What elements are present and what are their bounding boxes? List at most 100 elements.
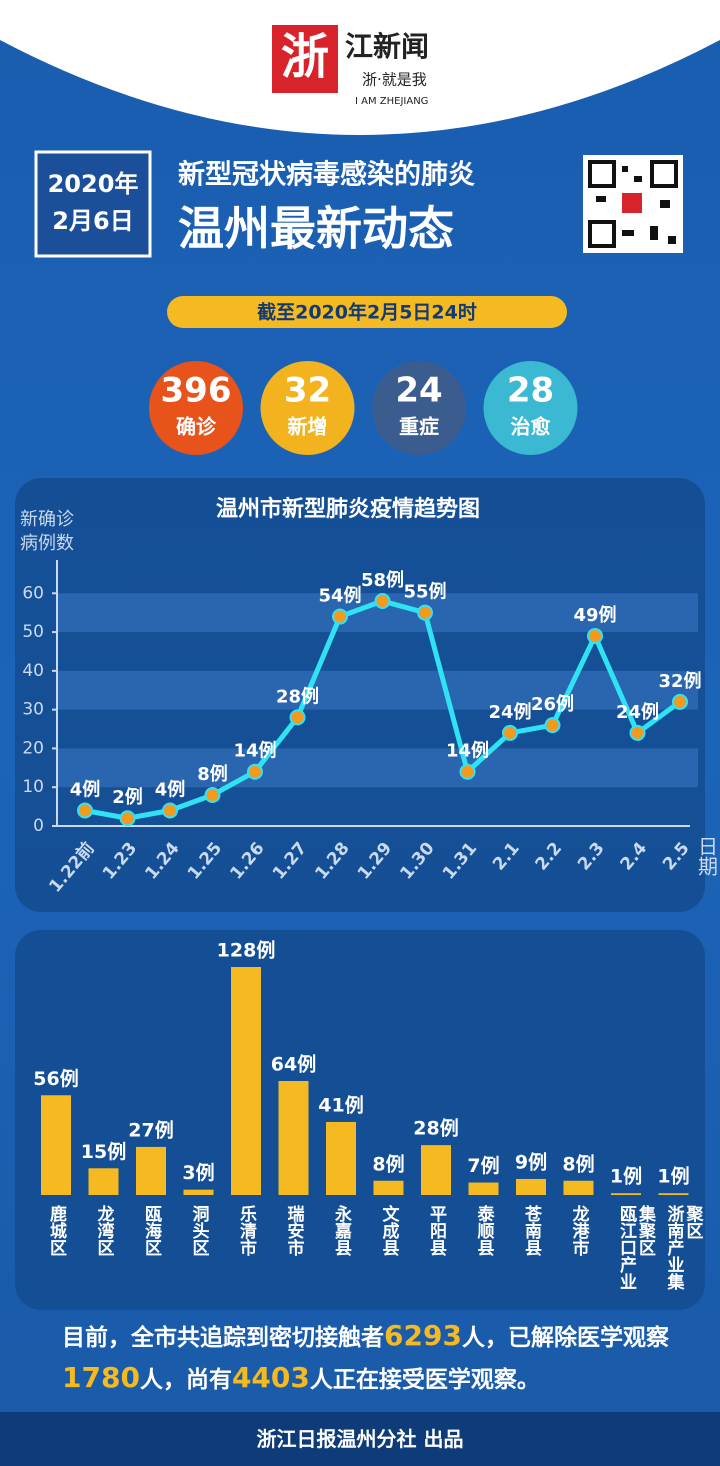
y-tick-label: 0 bbox=[33, 816, 44, 836]
point bbox=[459, 763, 476, 780]
stat-label: 新增 bbox=[288, 415, 328, 439]
value-label: 26例 bbox=[531, 693, 574, 715]
point bbox=[77, 802, 93, 819]
bar bbox=[516, 1178, 546, 1195]
category-label: 瑞安市 bbox=[283, 1205, 304, 1256]
value-label: 64例 bbox=[271, 1053, 316, 1076]
stat-label: 重症 bbox=[399, 415, 439, 439]
qr-code bbox=[583, 155, 683, 253]
y-tick-label: 30 bbox=[22, 700, 44, 720]
y-axis-label: 病例数 bbox=[20, 533, 74, 554]
value-label: 9例 bbox=[515, 1150, 547, 1173]
category-label: 泰顺县 bbox=[473, 1205, 494, 1256]
category-label: 瓯江口产业集聚区 bbox=[616, 1205, 655, 1290]
date-box bbox=[34, 150, 152, 258]
value-label: 128例 bbox=[217, 939, 276, 962]
point bbox=[247, 763, 263, 780]
stat-label: 治愈 bbox=[511, 415, 552, 439]
stat-value: 32 bbox=[284, 371, 331, 411]
point bbox=[332, 608, 348, 625]
bar bbox=[611, 1193, 641, 1195]
stat-value: 28 bbox=[507, 371, 554, 411]
logo-slogan: 浙·就是我 bbox=[362, 71, 427, 89]
category-label: 龙湾区 bbox=[93, 1205, 114, 1256]
stat-value: 396 bbox=[161, 371, 232, 411]
stat-value: 24 bbox=[395, 371, 442, 411]
value-label: 14例 bbox=[233, 740, 276, 762]
bar bbox=[231, 967, 261, 1195]
logo-stamp: 浙 bbox=[281, 29, 329, 85]
value-label: 2例 bbox=[112, 786, 143, 808]
title: 新型冠状病毒感染的肺炎 bbox=[178, 159, 475, 191]
value-label: 56例 bbox=[33, 1067, 78, 1090]
point bbox=[417, 604, 433, 621]
value-label: 1例 bbox=[610, 1165, 642, 1188]
y-tick-label: 20 bbox=[22, 738, 44, 758]
category-label: 龙港市 bbox=[568, 1205, 589, 1256]
point bbox=[587, 627, 603, 644]
stat-circle bbox=[483, 361, 578, 455]
top-curve bbox=[0, 0, 720, 135]
category-label: 永嘉县 bbox=[331, 1205, 351, 1256]
category-label: 苍南县 bbox=[521, 1205, 541, 1256]
point bbox=[544, 717, 561, 734]
value-label: 14例 bbox=[446, 740, 489, 762]
highlight-number: 4403 bbox=[231, 1361, 310, 1394]
note-text: 人，尚有 bbox=[139, 1367, 232, 1393]
credit: 浙江日报温州分社 出品 bbox=[0, 1412, 720, 1466]
headline: 温州最新动态 bbox=[178, 202, 454, 256]
value-label: 41例 bbox=[318, 1093, 363, 1116]
logo-en: I AM ZHEJIANG bbox=[355, 96, 428, 107]
stat-circle bbox=[372, 361, 466, 455]
value-label: 8例 bbox=[562, 1152, 594, 1175]
value-label: 7例 bbox=[467, 1154, 499, 1177]
value-label: 27例 bbox=[128, 1118, 173, 1141]
date-year: 2020年 bbox=[48, 170, 139, 198]
value-label: 28例 bbox=[276, 685, 319, 707]
value-label: 1例 bbox=[657, 1165, 689, 1188]
value-label: 24例 bbox=[488, 701, 531, 723]
value-label: 8例 bbox=[372, 1152, 404, 1175]
point bbox=[162, 802, 178, 819]
bar bbox=[326, 1121, 356, 1195]
point bbox=[289, 709, 306, 726]
category-label: 瓯海区 bbox=[141, 1205, 161, 1256]
note-text: 目前，全市共追踪到密切接触者 bbox=[62, 1325, 384, 1351]
bar bbox=[41, 1095, 71, 1195]
point bbox=[672, 693, 688, 710]
value-label: 8例 bbox=[197, 763, 228, 785]
bar-panel bbox=[15, 930, 705, 1310]
point bbox=[374, 593, 391, 610]
point bbox=[629, 724, 646, 741]
as-of-pill bbox=[167, 296, 567, 328]
category-label: 洞头区 bbox=[188, 1205, 209, 1256]
point bbox=[502, 724, 518, 741]
bar bbox=[136, 1146, 166, 1195]
stat-label: 确诊 bbox=[176, 415, 217, 439]
stat-circle bbox=[149, 361, 243, 455]
value-label: 28例 bbox=[413, 1117, 458, 1140]
category-label: 文成县 bbox=[378, 1205, 399, 1256]
highlight-number: 6293 bbox=[384, 1319, 462, 1352]
value-label: 15例 bbox=[81, 1140, 126, 1163]
category-label: 平阳县 bbox=[426, 1205, 446, 1256]
footer-note: 目前，全市共追踪到密切接触者6293人，已解除医学观察 1780人，尚有4403人… bbox=[62, 1316, 672, 1400]
bar bbox=[421, 1145, 451, 1195]
bar bbox=[183, 1189, 214, 1195]
value-label: 3例 bbox=[182, 1161, 214, 1184]
bar bbox=[373, 1180, 404, 1195]
value-label: 4例 bbox=[155, 778, 186, 800]
grid-band bbox=[58, 670, 698, 710]
y-tick-label: 60 bbox=[22, 583, 44, 603]
as-of: 截至2020年2月5日24时 bbox=[257, 301, 477, 324]
point bbox=[119, 810, 136, 827]
bar bbox=[88, 1168, 119, 1195]
value-label: 32例 bbox=[658, 670, 701, 692]
value-label: 58例 bbox=[361, 569, 404, 591]
highlight-number: 1780 bbox=[62, 1361, 140, 1394]
note-text: 人，已解除医学观察 bbox=[461, 1325, 669, 1351]
logo-name: 江新闻 bbox=[345, 30, 429, 63]
value-label: 55例 bbox=[403, 581, 446, 603]
y-tick-label: 10 bbox=[22, 777, 44, 797]
